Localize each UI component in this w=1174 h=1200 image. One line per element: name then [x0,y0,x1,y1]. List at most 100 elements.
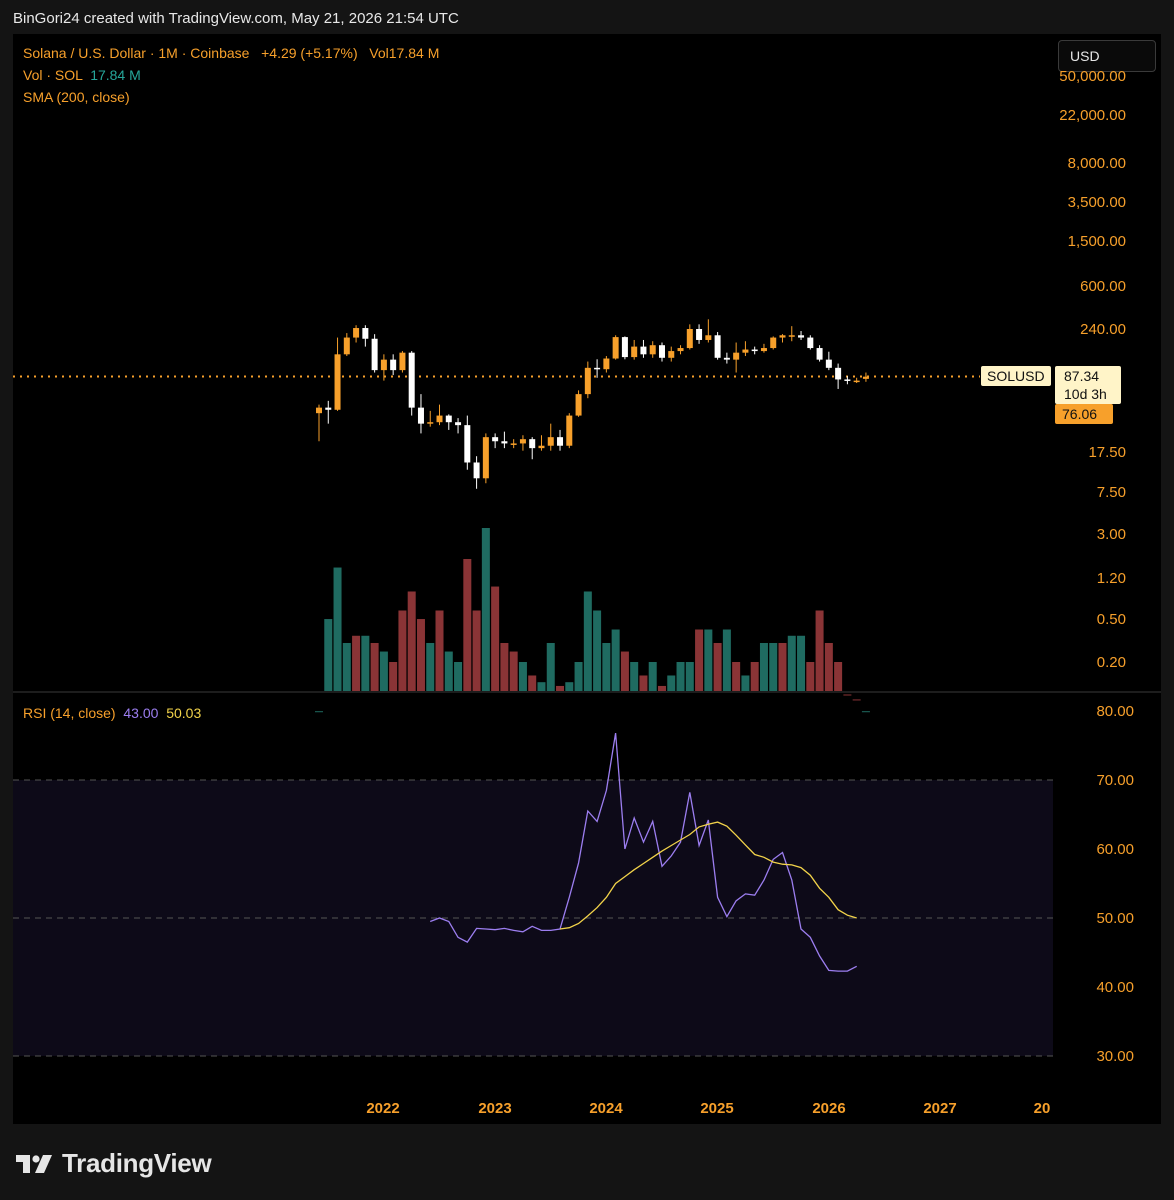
volume-bar [537,682,546,691]
price-tick: 3,500.00 [1067,194,1126,211]
year-tick: 2022 [366,1100,400,1117]
volume-bar [361,635,370,691]
candle-body [612,337,619,359]
attribution-text: BinGori24 created with TradingView.com, … [13,10,459,27]
candle-body [853,380,860,383]
candle-body [529,439,536,449]
candle-body [557,437,564,446]
volume-bar [750,662,759,691]
candle-body [594,367,601,370]
volume-bar [648,662,657,691]
tradingview-logo-text: TradingView [62,1148,212,1178]
candle-body [362,328,369,339]
volume-bar [379,651,388,691]
volume-bar [685,662,694,691]
year-tick: 2025 [700,1100,734,1117]
volume-bar [667,675,676,691]
volume-bar [676,662,685,691]
volume-bar [435,610,444,691]
price-tick: 0.20 [1096,654,1126,671]
volume-bar [574,662,583,691]
volume-indicator-label: Vol · SOL [23,67,83,83]
candle-body [798,335,805,338]
rsi-ma-line [559,821,857,930]
volume-bar [639,675,648,691]
volume-bar [713,642,722,691]
candle-body [334,354,341,410]
candle-body [621,337,628,358]
candle-body [640,346,647,355]
candle-body [677,348,684,352]
bar-countdown: 10d 3h [1064,386,1107,402]
candle-body [538,445,545,449]
volume-bar [704,629,713,691]
volume-bar [565,682,574,691]
rsi-legend[interactable]: RSI (14, close) 43.00 50.03 [23,705,201,721]
price-tick: 17.50 [1088,444,1126,461]
volume-bar [556,685,565,691]
candle-body [380,359,387,371]
volume-bar [463,558,472,691]
year-tick: 2026 [812,1100,846,1117]
volume-bar [370,642,379,691]
volume-bar [481,528,490,691]
tradingview-logo-icon [16,1154,52,1173]
volume-value: 17.84 M [388,45,440,61]
volume-legend[interactable]: Vol · SOL 17.84 M [23,67,141,83]
volume-bar [324,619,333,691]
year-tick: 20 [1033,1100,1051,1117]
volume-bar [407,591,416,691]
volume-bar [815,610,824,691]
volume-bar [778,642,787,691]
candle-body [343,337,350,355]
price-tick: 22,000.00 [1059,107,1126,124]
volume-bar [593,610,602,691]
candle-body [482,437,489,479]
rsi-tick: 30.00 [1096,1048,1134,1065]
candle-body [492,437,499,442]
volume-bar [342,642,351,691]
candle-body [353,328,360,338]
tradingview-logo[interactable]: TradingView [16,1148,212,1179]
price-tick: 8,000.00 [1067,155,1126,172]
volume-bar [444,651,453,691]
last-price: 87.34 [1064,368,1100,384]
candle-body [760,348,767,352]
volume-prefix: Vol [369,45,389,61]
volume-bar [861,711,870,713]
currency-button[interactable]: USD [1058,40,1156,72]
candle-body [862,376,869,379]
candle-body [844,379,851,381]
rsi-tick: 60.00 [1096,841,1134,858]
candle-body [547,437,554,446]
symbol-title: Solana / U.S. Dollar · 1M · Coinbase [23,45,250,61]
candle-body [816,348,823,360]
candle-body [649,345,656,355]
volume-bar [352,635,361,691]
candle-body [325,407,332,410]
volume-bar [797,635,806,691]
volume-bar [528,675,537,691]
price-tick: 7.50 [1096,484,1126,501]
price-tick: 1,500.00 [1067,233,1126,250]
candle-body [658,345,665,358]
year-tick: 2024 [589,1100,623,1117]
candle-body [390,359,397,371]
candle-body [723,357,730,360]
candle-body [835,367,842,380]
rsi-line [429,732,857,972]
candle-body [742,349,749,353]
rsi-ma-value: 50.03 [166,705,202,721]
candle-body [316,407,322,414]
volume-bar [843,694,852,696]
candle-body [445,415,452,423]
candle-body [575,394,582,416]
main-legend[interactable]: Solana / U.S. Dollar · 1M · Coinbase +4.… [23,45,439,61]
volume-bar [398,610,407,691]
candle-body [436,415,443,423]
price-tick: 50,000.00 [1059,68,1126,85]
candle-body [510,443,517,445]
candle-body [408,352,415,408]
sma-legend[interactable]: SMA (200, close) [23,89,130,105]
